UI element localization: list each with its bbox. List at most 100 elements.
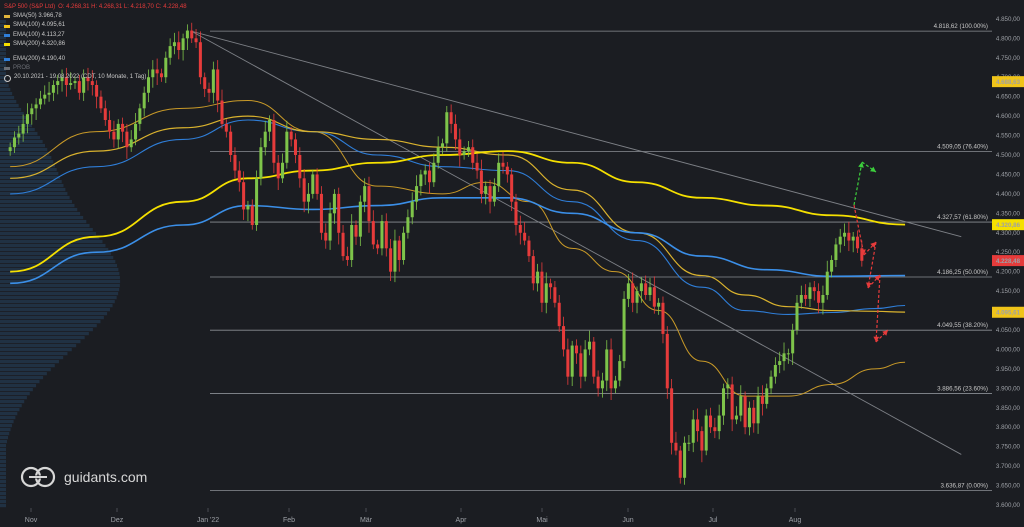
x-tick-label: Jul — [709, 517, 718, 524]
volume-bar — [0, 420, 14, 424]
candle-body — [691, 419, 695, 443]
y-tick-label: 4.400,00 — [996, 191, 1021, 198]
legend-indicator[interactable]: EMA(100) 4.113,27 — [4, 31, 187, 40]
legend-swatch — [4, 15, 10, 19]
legend-indicator[interactable]: SMA(100) 4.095,61 — [4, 21, 187, 30]
volume-bar — [0, 280, 121, 284]
volume-bar — [0, 136, 41, 140]
legend-label: SMA(200) 4.320,86 — [13, 40, 66, 47]
y-tick-label: 4.250,00 — [996, 249, 1021, 256]
instrument-line: S&P 500 (S&P Ltd) O: 4.268,31 H: 4.268,3… — [4, 3, 187, 12]
volume-bar — [0, 440, 7, 444]
sma100-line — [10, 115, 906, 313]
candle-body — [700, 431, 704, 451]
candle-body — [648, 287, 652, 295]
volume-bar — [0, 336, 85, 340]
forecast-arrow-head — [860, 249, 866, 255]
candle-body — [523, 232, 527, 241]
volume-bar — [0, 164, 56, 168]
volume-bar — [0, 60, 6, 64]
volume-bar — [0, 112, 24, 116]
candle-body — [652, 287, 656, 307]
legend-indicator[interactable]: SMA(200) 4.320,86 — [4, 40, 187, 49]
volume-bar — [0, 220, 87, 224]
x-tick-label: Dez — [111, 517, 124, 524]
forecast-arrow-line — [861, 161, 877, 173]
logo: guidants.com — [20, 466, 147, 488]
candle-body — [721, 388, 726, 416]
volume-bar — [0, 412, 18, 416]
candle-body — [43, 94, 47, 99]
candle-body — [734, 415, 738, 420]
candle-body — [151, 69, 155, 78]
candle-body — [259, 147, 263, 179]
candle-body — [847, 232, 851, 241]
volume-bar — [0, 288, 120, 292]
volume-bar — [0, 184, 64, 188]
volume-bar — [0, 332, 89, 336]
forecast-arrow-head — [866, 282, 872, 288]
candle-body — [229, 131, 233, 155]
candle-body — [817, 291, 821, 303]
candle-body — [830, 260, 834, 272]
volume-bar — [0, 484, 6, 488]
candle-body — [609, 349, 613, 389]
instrument-name[interactable]: S&P 500 (S&P Ltd) — [4, 4, 56, 10]
candle-body — [678, 450, 682, 478]
candle-body — [769, 376, 773, 389]
candle-body — [164, 57, 168, 78]
volume-bar — [0, 272, 120, 276]
candle-body — [778, 361, 782, 365]
candle-body — [350, 225, 354, 260]
candle-body — [82, 77, 86, 93]
candle-body — [674, 442, 678, 451]
volume-bar — [0, 364, 55, 368]
legend-indicator[interactable]: SMA(50) 3.966,78 — [4, 12, 187, 21]
candle-body — [121, 123, 125, 132]
volume-bar — [0, 24, 6, 28]
forecast-arrow-line — [867, 274, 881, 289]
candle-body — [311, 174, 315, 194]
candle-body — [38, 98, 42, 105]
volume-bar — [0, 204, 75, 208]
candle-body — [799, 295, 803, 303]
candle-body — [345, 256, 349, 260]
volume-bar — [0, 156, 52, 160]
candle-body — [116, 123, 120, 140]
x-tick-label: Apr — [456, 517, 468, 524]
legend-swatch — [4, 58, 10, 62]
candle-body — [142, 92, 146, 109]
legend-indicator[interactable]: PROB — [4, 64, 187, 73]
volume-bar — [0, 476, 6, 480]
candle-body — [181, 38, 185, 50]
candle-body — [717, 415, 721, 432]
volume-bar — [0, 468, 6, 472]
candle-body — [134, 123, 138, 140]
forecast-arrow-line — [867, 241, 877, 289]
candle-body — [466, 147, 470, 152]
candle-body — [683, 442, 687, 478]
candle-body — [570, 345, 574, 377]
candle-body — [207, 88, 211, 93]
candle-body — [285, 131, 289, 163]
volume-bar — [0, 416, 16, 420]
ema100-line — [10, 119, 906, 315]
fib-label: 4.509,05 (76.40%) — [937, 143, 988, 150]
y-tick-label: 4.050,00 — [996, 327, 1021, 334]
candle-body — [747, 407, 751, 428]
candle-body — [354, 225, 358, 237]
volume-bar — [0, 248, 109, 252]
fib-label: 3.636,87 (0.00%) — [941, 483, 988, 490]
candle-body — [172, 42, 176, 47]
volume-bar — [0, 128, 35, 132]
candle-body — [488, 186, 492, 202]
legend-indicator[interactable]: EMA(200) 4.190,40 — [4, 55, 187, 64]
legend-label: EMA(200) 4.190,40 — [13, 56, 66, 63]
candle-body — [341, 232, 345, 257]
candle-body — [510, 174, 514, 202]
volume-bar — [0, 380, 40, 384]
price-tags: 4.688,63 4.320,86 4.228,48 4.095,61 — [992, 76, 1024, 318]
candle-body — [237, 170, 241, 183]
candle-body — [203, 77, 207, 89]
candle-body — [393, 240, 397, 272]
